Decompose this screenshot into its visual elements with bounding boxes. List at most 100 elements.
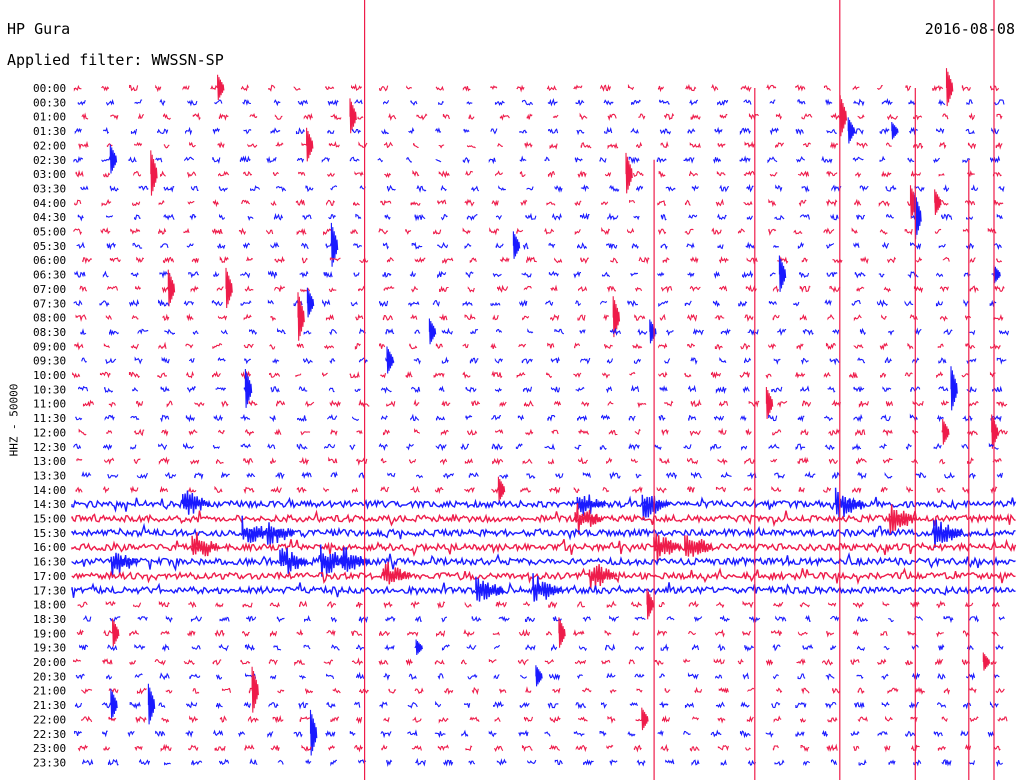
time-tick-label: 14:00 bbox=[33, 484, 66, 497]
time-tick-label: 09:00 bbox=[33, 340, 66, 353]
trace-row bbox=[71, 544, 1016, 578]
trace-row bbox=[71, 561, 1016, 589]
trace-row bbox=[75, 665, 1000, 687]
trace-row bbox=[73, 442, 999, 452]
time-tick-label: 20:00 bbox=[33, 656, 66, 669]
time-tick-label: 19:00 bbox=[33, 627, 66, 640]
time-tick-label: 08:00 bbox=[33, 312, 66, 325]
trace-row bbox=[74, 255, 1001, 292]
trace-row bbox=[76, 222, 1002, 267]
time-tick-label: 23:30 bbox=[33, 756, 66, 769]
time-tick-label: 18:00 bbox=[33, 599, 66, 612]
trace-row bbox=[75, 476, 998, 502]
trace-row bbox=[80, 183, 1005, 193]
time-tick-label: 22:30 bbox=[33, 728, 66, 741]
trace-row bbox=[81, 666, 1005, 713]
trace-row bbox=[74, 709, 994, 756]
time-tick-label: 01:00 bbox=[33, 111, 66, 124]
trace-row bbox=[74, 341, 1001, 351]
trace-row bbox=[73, 652, 997, 671]
trace-row bbox=[77, 192, 1003, 240]
trace-row bbox=[73, 144, 1001, 174]
trace-row bbox=[78, 366, 1003, 411]
time-tick-label: 15:00 bbox=[33, 513, 66, 526]
time-tick-label: 22:00 bbox=[33, 713, 66, 726]
time-tick-label: 17:30 bbox=[33, 584, 66, 597]
time-tick-label: 21:30 bbox=[33, 699, 66, 712]
time-tick-label: 10:00 bbox=[33, 369, 66, 382]
time-tick-label: 07:30 bbox=[33, 297, 66, 310]
time-tick-label: 16:00 bbox=[33, 541, 66, 554]
trace-row bbox=[77, 588, 1000, 620]
trace-row bbox=[72, 370, 996, 380]
time-tick-label: 03:30 bbox=[33, 182, 66, 195]
time-tick-label: 01:30 bbox=[33, 125, 66, 138]
trace-row bbox=[74, 185, 1004, 219]
trace-row bbox=[81, 471, 1003, 481]
trace-row bbox=[75, 413, 1002, 423]
time-tick-label: 17:00 bbox=[33, 570, 66, 583]
time-tick-label: 14:30 bbox=[33, 498, 66, 511]
station-title: HP Gura bbox=[7, 20, 71, 38]
trace-row bbox=[82, 757, 1003, 768]
time-tick-label: 20:30 bbox=[33, 670, 66, 683]
time-tick-label: 00:30 bbox=[33, 96, 66, 109]
trace-row bbox=[74, 683, 999, 725]
trace-row bbox=[75, 292, 1004, 341]
time-tick-label: 12:00 bbox=[33, 426, 66, 439]
trace-row bbox=[71, 503, 1016, 535]
time-tick-label: 03:00 bbox=[33, 168, 66, 181]
time-tick-label: 19:30 bbox=[33, 642, 66, 655]
trace-row bbox=[78, 127, 1003, 162]
trace-row bbox=[71, 532, 1017, 563]
trace-row bbox=[74, 117, 1000, 144]
time-tick-label: 10:30 bbox=[33, 383, 66, 396]
trace-row bbox=[79, 639, 1004, 656]
trace-row bbox=[82, 386, 1008, 419]
time-tick-label: 15:30 bbox=[33, 527, 66, 540]
date-label: 2016-08-08 bbox=[924, 20, 1015, 38]
trace-row bbox=[81, 707, 1008, 731]
trace-row bbox=[77, 97, 1005, 107]
time-tick-label: 04:30 bbox=[33, 211, 66, 224]
trace-row bbox=[79, 267, 1005, 309]
time-tick-label: 21:00 bbox=[33, 685, 66, 698]
trace-row bbox=[73, 287, 997, 318]
time-tick-label: 06:00 bbox=[33, 254, 66, 267]
trace-row bbox=[81, 346, 1007, 374]
trace-row bbox=[82, 255, 1003, 265]
trace-row bbox=[73, 226, 997, 236]
trace-row bbox=[81, 95, 1003, 137]
time-tick-label: 23:00 bbox=[33, 742, 66, 755]
trace-row bbox=[73, 68, 1000, 107]
time-tick-label: 07:00 bbox=[33, 283, 66, 296]
filter-label: Applied filter: WWSSN-SP bbox=[7, 51, 224, 69]
trace-row bbox=[78, 414, 1008, 449]
trace-row bbox=[76, 456, 1002, 466]
time-tick-label: 13:30 bbox=[33, 469, 66, 482]
time-tick-label: 02:30 bbox=[33, 154, 66, 167]
time-tick-label: 16:30 bbox=[33, 556, 66, 569]
trace-row bbox=[83, 614, 1005, 624]
time-tick-label: 18:30 bbox=[33, 613, 66, 626]
trace-row bbox=[71, 573, 1016, 602]
trace-row bbox=[76, 617, 999, 648]
time-tick-label: 12:30 bbox=[33, 441, 66, 454]
time-tick-label: 11:00 bbox=[33, 398, 66, 411]
time-tick-label: 06:30 bbox=[33, 269, 66, 282]
trace-row bbox=[75, 150, 1002, 196]
trace-row bbox=[71, 515, 1016, 548]
time-tick-label: 05:00 bbox=[33, 226, 66, 239]
seismic-traces bbox=[71, 68, 1017, 768]
trace-row bbox=[80, 318, 1010, 345]
time-tick-label: 11:30 bbox=[33, 412, 66, 425]
event-lines bbox=[364, 0, 995, 780]
time-tick-label: 02:00 bbox=[33, 139, 66, 152]
time-tick-label: 04:00 bbox=[33, 197, 66, 210]
time-tick-label: 13:00 bbox=[33, 455, 66, 468]
time-tick-label: 08:30 bbox=[33, 326, 66, 339]
time-tick-label: 09:30 bbox=[33, 355, 66, 368]
trace-row bbox=[71, 487, 1017, 521]
